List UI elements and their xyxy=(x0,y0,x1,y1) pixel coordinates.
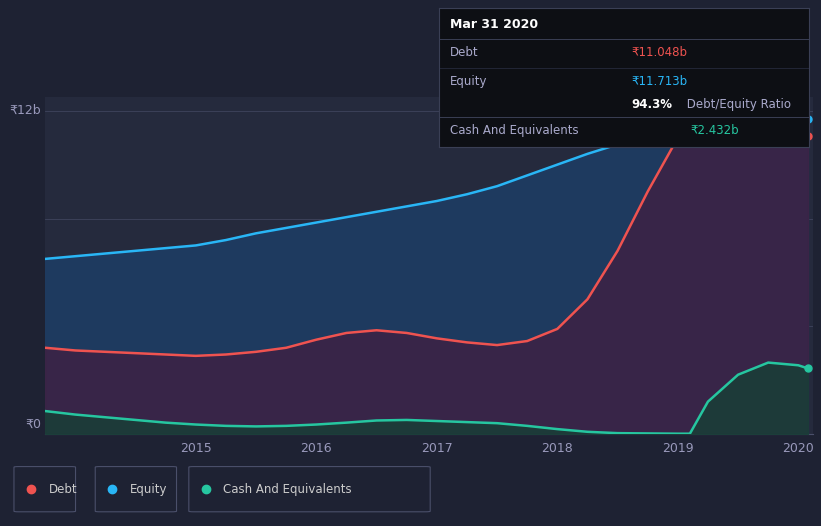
Text: 94.3%: 94.3% xyxy=(631,98,672,112)
Text: ₹11.048b: ₹11.048b xyxy=(631,46,687,58)
Text: Debt: Debt xyxy=(451,46,479,58)
Text: Cash And Equivalents: Cash And Equivalents xyxy=(223,483,352,495)
Text: Equity: Equity xyxy=(451,75,488,88)
Text: ₹2.432b: ₹2.432b xyxy=(690,124,739,137)
Text: Mar 31 2020: Mar 31 2020 xyxy=(451,18,539,31)
Text: ₹0: ₹0 xyxy=(25,418,41,431)
Text: ₹11.713b: ₹11.713b xyxy=(631,75,687,88)
Text: Equity: Equity xyxy=(130,483,167,495)
Text: Cash And Equivalents: Cash And Equivalents xyxy=(451,124,579,137)
Text: ₹12b: ₹12b xyxy=(10,104,41,117)
Text: Debt/Equity Ratio: Debt/Equity Ratio xyxy=(683,98,791,112)
Text: Debt: Debt xyxy=(48,483,77,495)
